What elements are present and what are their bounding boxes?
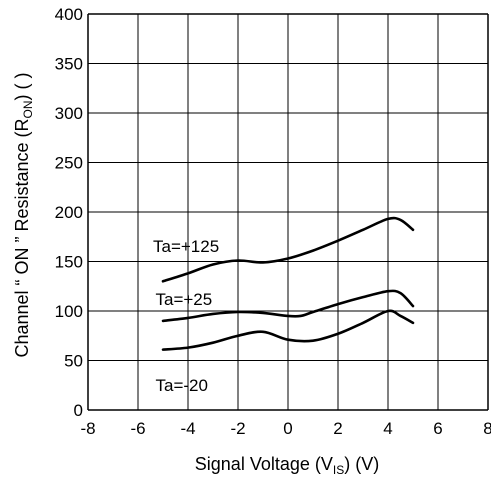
series-line <box>161 309 415 351</box>
y-axis-title-end: ) ( ) <box>12 72 32 100</box>
y-tick-label: 0 <box>74 401 83 420</box>
y-axis-title-sub: ON <box>21 100 35 118</box>
x-tick-label: 6 <box>433 419 442 438</box>
y-tick-label: 300 <box>55 104 83 123</box>
series-label: Ta=+25 <box>156 290 213 309</box>
x-tick-label: -4 <box>180 419 195 438</box>
y-tick-label: 100 <box>55 302 83 321</box>
series-line <box>161 289 415 323</box>
series-labels: Ta=+125 Ta=+25 Ta=-20 <box>153 237 219 395</box>
series-label: Ta=-20 <box>156 376 208 395</box>
y-tick-label: 200 <box>55 203 83 222</box>
y-tick-label: 150 <box>55 253 83 272</box>
x-tick-label: 2 <box>333 419 342 438</box>
x-tick-label: -2 <box>230 419 245 438</box>
tick-labels: -8 -6 -4 -2 0 2 4 6 8 0 50 100 150 200 250 300 350 400 <box>55 5 491 438</box>
y-axis-title: Channel “ ON ” Resistance (RON) ( ) <box>12 72 35 357</box>
x-axis-title-sub: IS <box>333 463 344 474</box>
series-label: Ta=+125 <box>153 237 219 256</box>
y-tick-label: 400 <box>55 5 83 24</box>
x-axis-title: Signal Voltage (VIS) (V) <box>195 454 379 474</box>
x-tick-label: 0 <box>283 419 292 438</box>
y-tick-label: 50 <box>64 352 83 371</box>
x-axis-title-end: ) (V) <box>344 454 379 474</box>
series-lines <box>161 216 415 351</box>
y-tick-label: 350 <box>55 55 83 74</box>
y-axis-title-main: Channel “ ON ” Resistance (R <box>12 118 32 357</box>
grid <box>87 13 489 411</box>
x-tick-label: -6 <box>130 419 145 438</box>
series-line <box>161 216 415 283</box>
y-tick-label: 250 <box>55 154 83 173</box>
x-tick-label: 8 <box>483 419 491 438</box>
x-tick-label: 4 <box>383 419 392 438</box>
x-axis-title-main: Signal Voltage (V <box>195 454 333 474</box>
x-tick-label: -8 <box>80 419 95 438</box>
